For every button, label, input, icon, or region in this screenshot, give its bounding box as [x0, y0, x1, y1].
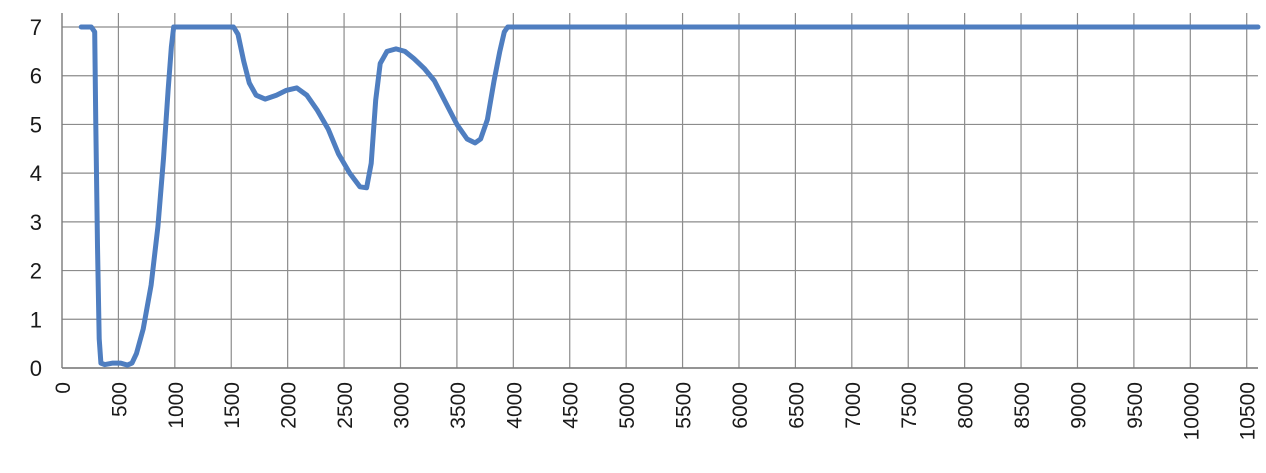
y-tick-label: 7	[30, 15, 42, 40]
x-tick-label: 9000	[1067, 382, 1090, 429]
y-tick-label: 0	[30, 356, 42, 381]
x-tick-label: 6000	[729, 382, 752, 429]
x-tick-label: 7500	[898, 382, 921, 429]
y-tick-labels: 0 1 2 3 4 5 6 7	[30, 15, 42, 381]
x-tick-label: 7000	[842, 382, 865, 429]
x-tick-label: 10000	[1180, 382, 1203, 440]
x-tick-label: 8500	[1011, 382, 1034, 429]
x-tick-label: 6500	[785, 382, 808, 429]
x-tick-label: 9500	[1124, 382, 1147, 429]
x-tick-label: 1500	[221, 382, 244, 429]
y-tick-label: 1	[30, 307, 42, 332]
x-tick-label: 8000	[955, 382, 978, 429]
x-tick-label: 10500	[1237, 382, 1260, 440]
x-tick-label: 2500	[334, 382, 357, 429]
y-tick-label: 3	[30, 210, 42, 235]
axis-layer	[61, 13, 1258, 369]
x-tick-label: 1000	[165, 382, 188, 429]
x-tick-label: 3000	[390, 382, 413, 429]
x-tick-label: 500	[108, 382, 131, 417]
y-tick-label: 4	[30, 161, 42, 186]
series-layer	[78, 24, 1261, 368]
x-tick-labels: 0 500 1000 1500 2000 2500 3000 3500 4000 4500 5000…	[52, 382, 1260, 440]
y-tick-label: 2	[30, 259, 42, 284]
x-tick-label: 4000	[503, 382, 526, 429]
x-tick-label: 5500	[673, 382, 696, 429]
x-tick-label: 2000	[278, 382, 301, 429]
grid-layer	[62, 13, 1258, 369]
x-tick-label: 3500	[447, 382, 470, 429]
x-tick-label: 4500	[560, 382, 583, 429]
y-tick-label: 6	[30, 64, 42, 89]
x-tick-label: 0	[52, 382, 75, 394]
y-tick-label: 5	[30, 112, 42, 137]
x-tick-label: 5000	[616, 382, 639, 429]
series-line-0	[78, 24, 1261, 368]
